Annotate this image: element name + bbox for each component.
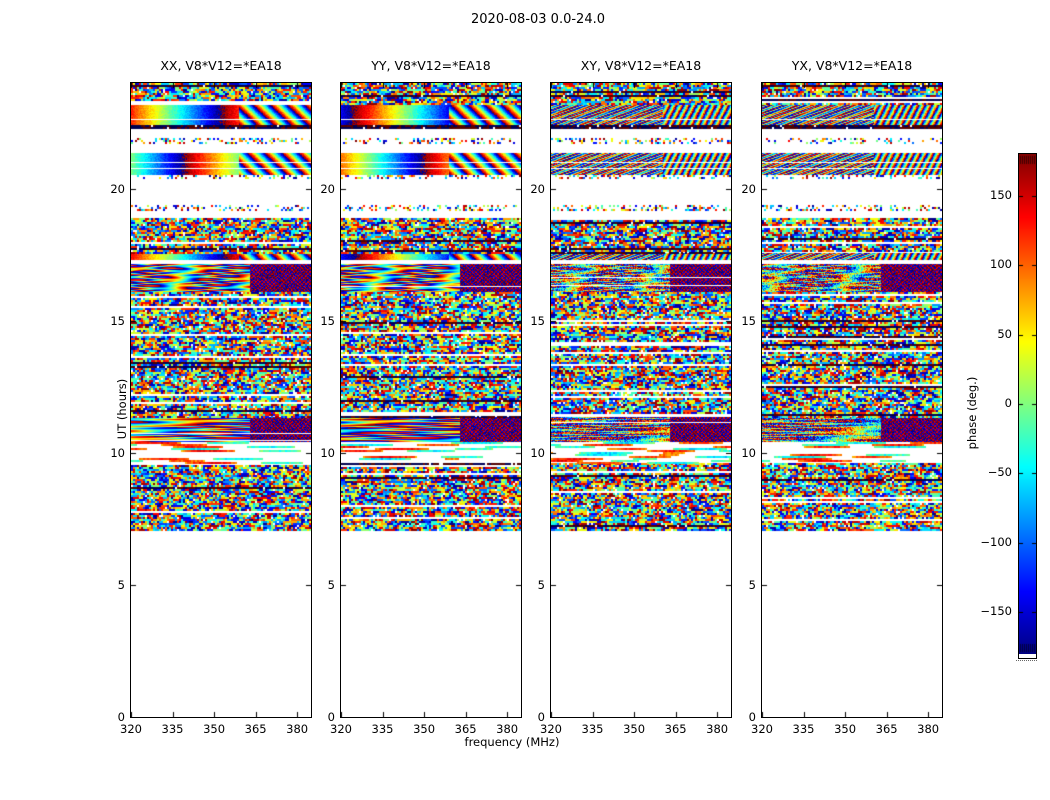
axes-panel-yx <box>761 82 943 718</box>
panel-title-xy: XY, V8*V12=*EA18 <box>580 58 702 73</box>
x-tick-label: 380 <box>286 722 309 736</box>
axes-panel-xx <box>130 82 312 718</box>
y-tick-label: 10 <box>110 445 125 460</box>
axes-panel-xy <box>550 82 732 718</box>
x-tick-label: 365 <box>664 722 687 736</box>
figure-title: 2020-08-03 0.0-24.0 <box>471 12 605 27</box>
y-tick-label: 10 <box>741 445 756 460</box>
x-tick-label: 320 <box>751 722 773 736</box>
colorbar-tick-label: 0 <box>1004 396 1012 410</box>
y-tick-label: 5 <box>117 577 125 592</box>
x-tick-label: 320 <box>540 722 562 736</box>
colorbar-tick-label: −50 <box>987 465 1012 479</box>
x-tick-label: 365 <box>875 722 898 736</box>
x-tick-label: 320 <box>120 722 142 736</box>
y-tick-label: 15 <box>110 313 125 328</box>
x-tick-label: 335 <box>161 722 184 736</box>
heatmap-canvas-yx <box>762 83 942 717</box>
x-tick-label: 350 <box>203 722 226 736</box>
y-tick-label: 15 <box>741 313 756 328</box>
y-tick-label: 20 <box>741 181 756 196</box>
colorbar-tick-label: −100 <box>980 535 1012 549</box>
y-tick-label: 15 <box>530 313 545 328</box>
colorbar <box>1018 153 1037 659</box>
x-tick-label: 380 <box>496 722 519 736</box>
x-tick-label: 350 <box>834 722 857 736</box>
y-tick-label: 0 <box>748 710 756 724</box>
y-tick-label: 5 <box>537 577 545 592</box>
y-tick-label: 15 <box>320 313 335 328</box>
y-tick-label: 20 <box>110 181 125 196</box>
x-axis-label: frequency (MHz) <box>464 735 560 749</box>
x-tick-label: 350 <box>623 722 646 736</box>
y-tick-label: 0 <box>537 710 545 724</box>
y-tick-label: 5 <box>327 577 335 592</box>
x-tick-label: 380 <box>917 722 940 736</box>
x-tick-label: 365 <box>244 722 267 736</box>
y-axis-label: UT (hours) <box>115 378 129 440</box>
panel-title-yy: YY, V8*V12=*EA18 <box>371 58 491 73</box>
colorbar-tick-label: −150 <box>980 604 1012 618</box>
y-tick-label: 5 <box>748 577 756 592</box>
colorbar-gradient <box>1019 154 1036 654</box>
x-tick-label: 320 <box>330 722 352 736</box>
colorbar-label: phase (deg.) <box>965 376 979 450</box>
x-tick-label: 335 <box>371 722 394 736</box>
x-tick-label: 335 <box>581 722 604 736</box>
colorbar-tick-label: 100 <box>990 257 1012 271</box>
axes-panel-yy <box>340 82 522 718</box>
y-tick-label: 20 <box>320 181 335 196</box>
colorbar-tick-label: 50 <box>997 327 1012 341</box>
x-tick-label: 335 <box>792 722 815 736</box>
x-tick-label: 380 <box>706 722 729 736</box>
y-tick-label: 10 <box>530 445 545 460</box>
panel-title-yx: YX, V8*V12=*EA18 <box>791 58 913 73</box>
y-tick-label: 0 <box>117 710 125 724</box>
heatmap-canvas-yy <box>341 83 521 717</box>
colorbar-extend-dotted-line <box>1016 660 1037 661</box>
x-tick-label: 365 <box>454 722 477 736</box>
y-tick-label: 10 <box>320 445 335 460</box>
colorbar-tick-label: 150 <box>990 188 1012 202</box>
y-tick-label: 20 <box>530 181 545 196</box>
heatmap-canvas-xy <box>551 83 731 717</box>
x-tick-label: 350 <box>413 722 436 736</box>
y-tick-label: 0 <box>327 710 335 724</box>
heatmap-canvas-xx <box>131 83 311 717</box>
panel-title-xx: XX, V8*V12=*EA18 <box>160 58 282 73</box>
